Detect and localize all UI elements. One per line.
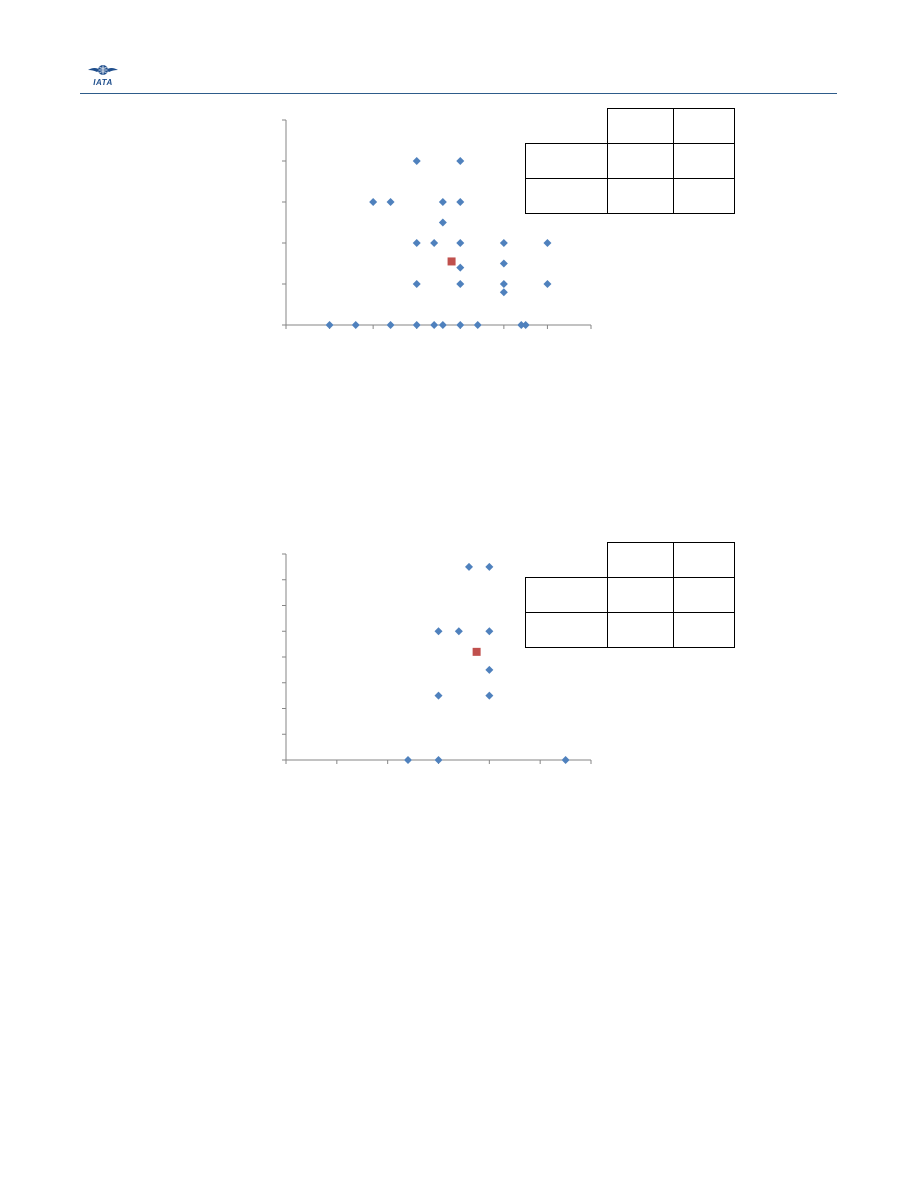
table-cell (525, 143, 608, 179)
table-row (525, 108, 735, 144)
table-cell (525, 542, 608, 578)
scatter-plot-2 (282, 553, 592, 764)
data-point (465, 562, 473, 571)
table-cell (673, 612, 735, 648)
table-cell (673, 108, 735, 144)
data-point (434, 756, 443, 764)
table-row (525, 542, 735, 578)
table-row (525, 612, 735, 648)
data-point (456, 280, 465, 288)
table-row (525, 143, 735, 179)
data-point (499, 280, 508, 288)
data-point (438, 198, 447, 206)
data-point (438, 321, 447, 329)
table-cell (607, 143, 674, 179)
data-point (438, 218, 447, 227)
iata-logo: IATA (86, 64, 120, 88)
data-point (485, 665, 494, 674)
data-point (386, 321, 395, 329)
table-cell (607, 178, 674, 214)
data-point (543, 239, 552, 247)
scatter-chart-1 (270, 112, 600, 342)
data-point (412, 239, 421, 247)
data-point (543, 280, 552, 288)
data-point (485, 562, 494, 571)
table-cell (607, 542, 674, 578)
data-point (456, 321, 465, 329)
table-row (525, 577, 735, 613)
data-point (434, 627, 443, 636)
data-point (456, 198, 465, 206)
data-point (456, 239, 465, 247)
table-cell (673, 542, 735, 578)
scatter-plot-1 (282, 119, 592, 329)
legend-table-2 (525, 542, 735, 648)
table-cell (673, 143, 735, 179)
scatter-chart-2 (270, 548, 600, 778)
data-point (434, 691, 443, 700)
data-point (499, 239, 508, 247)
data-point (412, 280, 421, 288)
data-point (456, 263, 465, 272)
data-point (517, 321, 526, 329)
table-row (525, 178, 735, 214)
page-header: IATA (0, 0, 918, 96)
data-point (430, 239, 439, 247)
data-point (499, 259, 508, 268)
data-point (485, 627, 494, 636)
mean-point (472, 647, 481, 656)
table-cell (525, 108, 608, 144)
mean-point (447, 257, 456, 266)
header-rule (80, 93, 837, 94)
table-cell (525, 577, 608, 613)
data-point (404, 756, 412, 764)
data-point (456, 157, 465, 165)
data-point (485, 691, 494, 700)
data-point (412, 321, 421, 329)
table-cell (525, 612, 608, 648)
table-cell (673, 577, 735, 613)
data-point (561, 756, 570, 764)
table-cell (673, 178, 735, 214)
data-point (325, 321, 334, 329)
data-point (369, 198, 378, 206)
data-point (499, 288, 508, 297)
table-cell (607, 612, 674, 648)
data-point (386, 198, 395, 206)
table-cell (525, 178, 608, 214)
table-cell (607, 108, 674, 144)
data-point (473, 321, 482, 329)
data-point (412, 157, 421, 165)
table-cell (607, 577, 674, 613)
data-point (454, 627, 463, 636)
data-point (430, 321, 439, 329)
data-point (521, 321, 530, 329)
data-point (351, 321, 360, 329)
globe-wings-icon (88, 65, 118, 75)
legend-table-1 (525, 108, 735, 214)
logo-text: IATA (93, 78, 113, 87)
